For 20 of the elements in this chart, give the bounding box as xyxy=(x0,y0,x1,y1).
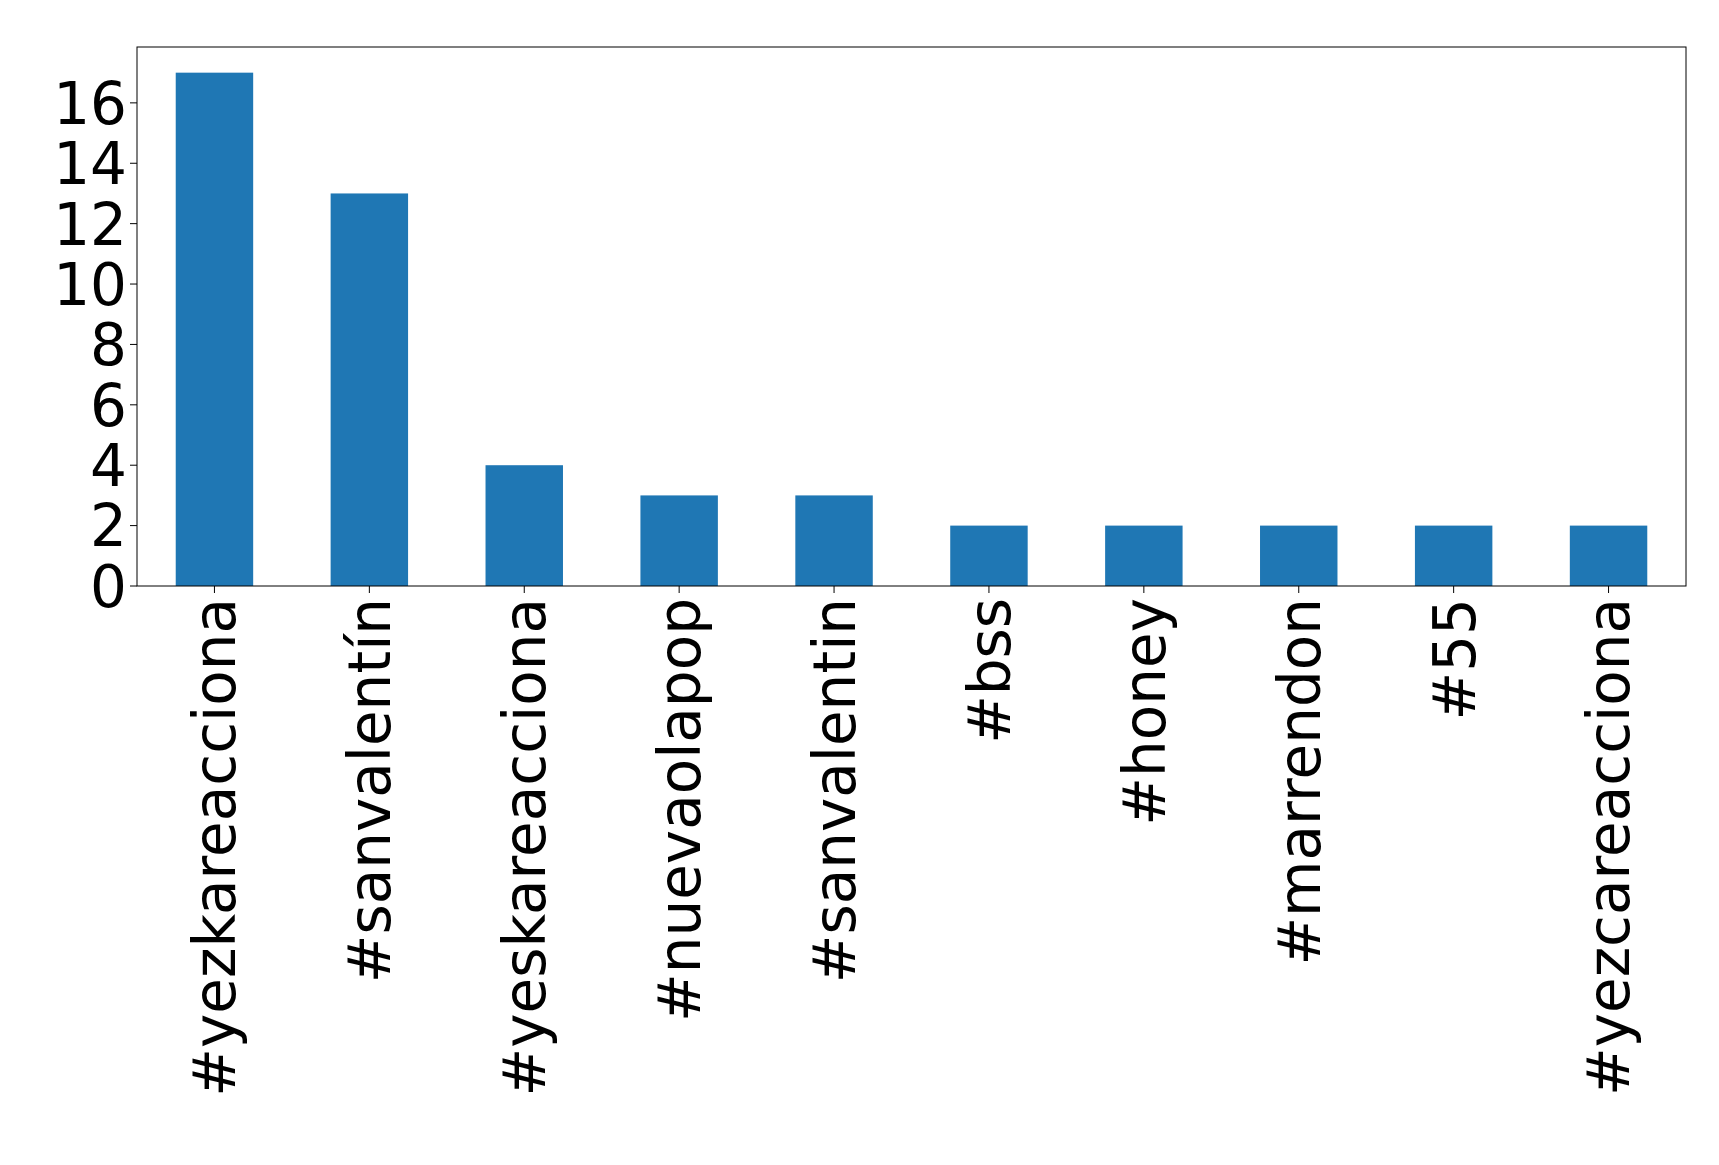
bar xyxy=(950,525,1028,586)
x-tick-label: #yezcareacciona xyxy=(1575,598,1644,1096)
x-tick-label: #sanvalentín xyxy=(336,598,405,984)
bar xyxy=(1260,525,1338,586)
x-tick-label: #marrendon xyxy=(1265,598,1334,966)
bar xyxy=(1414,525,1493,586)
x-tick-label: #nuevaolapop xyxy=(646,598,715,1022)
bar xyxy=(1569,525,1648,586)
bar xyxy=(1105,525,1183,586)
bar xyxy=(795,495,873,586)
bar xyxy=(640,495,718,586)
bar xyxy=(485,465,563,586)
x-tick-label: #yeskareacciona xyxy=(491,598,560,1097)
x-tick-label: #sanvalentin xyxy=(800,598,869,984)
x-tick-label: #honey xyxy=(1110,598,1179,826)
x-tick-label: #55 xyxy=(1420,598,1489,721)
x-tick-label: #yezkareacciona xyxy=(181,598,250,1097)
x-tick-label: #bss xyxy=(955,598,1024,744)
bar xyxy=(175,72,254,586)
bar xyxy=(330,193,409,586)
